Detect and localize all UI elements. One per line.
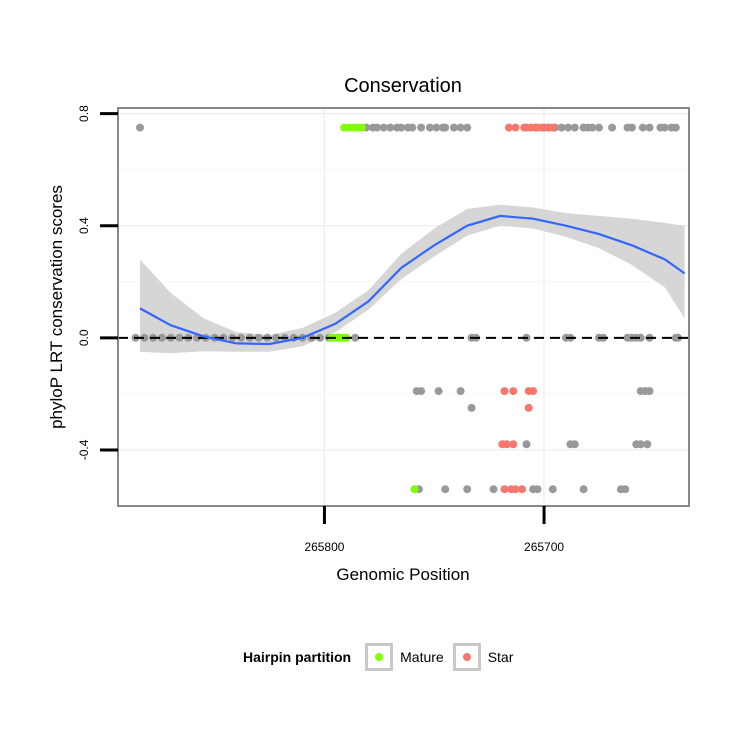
data-point-other xyxy=(660,123,669,132)
legend-swatch-mature xyxy=(375,653,384,661)
data-point-other xyxy=(272,333,281,342)
data-point-other xyxy=(237,333,245,342)
data-point-other xyxy=(608,123,617,132)
plot-panel xyxy=(117,107,690,507)
data-point-other xyxy=(638,123,647,132)
data-point-other xyxy=(397,123,406,132)
y-tick-label: 0.4 xyxy=(77,217,91,234)
data-point-other xyxy=(548,485,557,494)
data-point-star xyxy=(500,387,509,396)
data-point-star xyxy=(518,485,527,494)
panel-border xyxy=(117,107,690,507)
data-point-other xyxy=(417,387,426,396)
data-point-other xyxy=(671,123,680,132)
data-point-other xyxy=(522,440,531,449)
y-tick-label: 0.8 xyxy=(77,105,91,122)
data-point-other xyxy=(373,123,382,132)
x-tick-label: 265700 xyxy=(524,540,564,554)
chart-title: Conservation xyxy=(344,75,462,97)
data-point-other xyxy=(570,440,579,449)
legend-key-mature xyxy=(365,643,394,671)
y-tick-label: 0.0 xyxy=(77,329,91,346)
legend-label-mature: Mature xyxy=(400,649,444,665)
data-point-other xyxy=(467,403,476,412)
data-point-other xyxy=(175,333,184,342)
data-point-other xyxy=(408,123,417,132)
data-point-other xyxy=(636,440,645,449)
data-point-other xyxy=(645,123,654,132)
data-point-other xyxy=(441,123,450,132)
data-point-other xyxy=(564,123,573,132)
data-point-star xyxy=(509,387,518,396)
data-point-other xyxy=(627,123,636,132)
data-point-other xyxy=(157,333,166,342)
data-point-other xyxy=(351,333,360,342)
panel-background xyxy=(118,108,689,506)
data-point-star xyxy=(500,485,509,494)
y-tick-label: -0.4 xyxy=(77,439,91,460)
data-point-other xyxy=(463,485,472,494)
legend-label-star: Star xyxy=(487,649,514,665)
data-point-other xyxy=(463,123,472,132)
data-point-star xyxy=(526,123,535,132)
legend-key-star xyxy=(452,643,481,671)
data-point-other xyxy=(489,485,498,494)
data-point-star xyxy=(548,123,557,132)
data-point-other xyxy=(441,485,450,494)
data-point-other xyxy=(417,123,426,132)
legend-swatch-star xyxy=(462,653,471,661)
data-point-other xyxy=(379,123,388,132)
x-tick-label: 265800 xyxy=(304,540,344,554)
data-point-star xyxy=(502,440,511,449)
data-point-other xyxy=(533,485,542,494)
data-point-star xyxy=(524,403,533,412)
data-point-other xyxy=(636,333,645,342)
data-point-star xyxy=(509,440,518,449)
data-point-other xyxy=(450,123,458,132)
legend: Hairpin partition Mature Star xyxy=(243,640,522,674)
data-point-star xyxy=(511,123,520,132)
x-axis: 265800 265700 xyxy=(304,506,564,554)
data-point-star xyxy=(529,387,538,396)
data-point-star xyxy=(520,123,529,132)
data-point-mature xyxy=(410,485,419,494)
data-point-other xyxy=(570,123,579,132)
data-point-other xyxy=(254,333,263,342)
data-point-other xyxy=(456,387,465,396)
data-point-other xyxy=(557,123,566,132)
data-point-other xyxy=(588,123,597,132)
data-point-other xyxy=(643,440,652,449)
data-point-other xyxy=(136,123,144,132)
x-axis-title: Genomic Position xyxy=(336,565,469,584)
data-point-other xyxy=(434,387,443,396)
data-point-other xyxy=(621,485,630,494)
y-axis-title: phyloP LRT conservation scores xyxy=(47,185,66,429)
data-point-other xyxy=(595,123,603,132)
data-point-other xyxy=(579,485,588,494)
y-axis: -0.4 0.0 0.4 0.8 xyxy=(77,105,118,460)
data-point-star xyxy=(511,485,520,494)
data-point-other xyxy=(425,123,434,132)
data-point-other xyxy=(645,387,654,396)
data-point-mature xyxy=(357,123,366,132)
data-point-star xyxy=(504,123,513,132)
data-point-other xyxy=(140,333,149,342)
smooth-trend-line xyxy=(139,214,686,346)
data-point-other xyxy=(432,123,441,132)
data-point-other xyxy=(456,123,465,132)
legend-title: Hairpin partition xyxy=(243,649,352,665)
data-point-other xyxy=(386,123,395,132)
data-point-star xyxy=(537,123,546,132)
